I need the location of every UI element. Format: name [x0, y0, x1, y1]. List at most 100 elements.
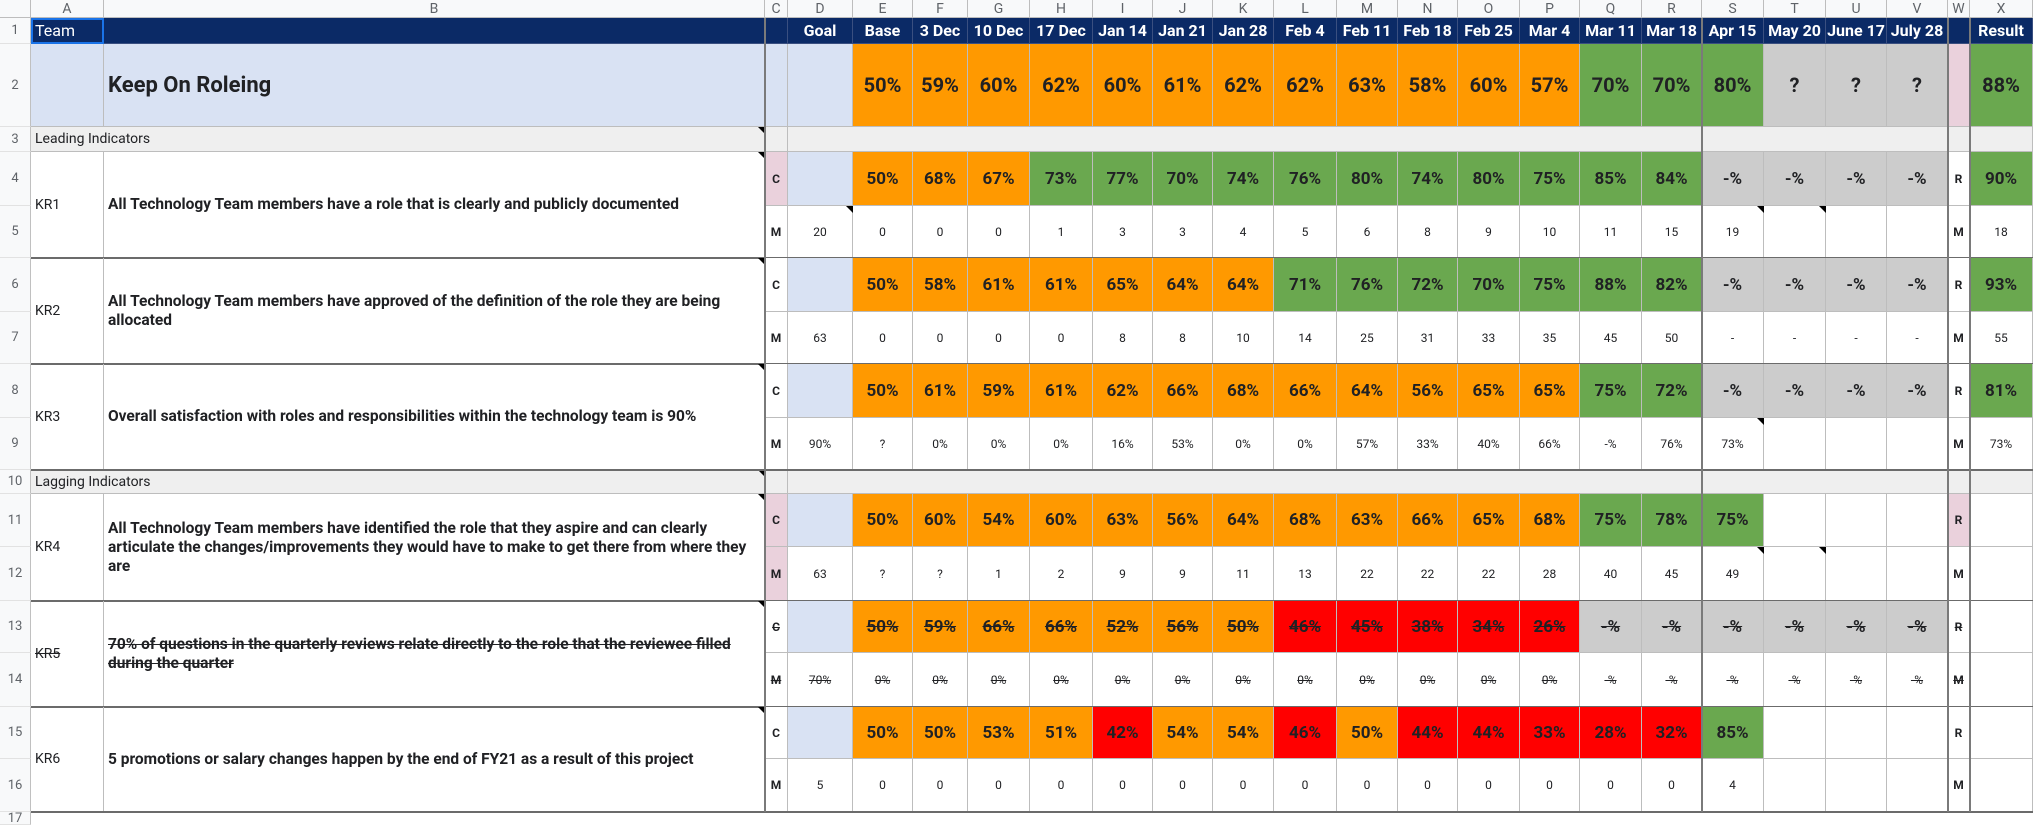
confidence-value[interactable]: -% — [1826, 364, 1887, 418]
goal-value[interactable]: 20 — [788, 206, 853, 258]
measure-value[interactable] — [1887, 547, 1948, 601]
measure-value[interactable] — [1826, 547, 1887, 601]
confidence-value[interactable]: 42% — [1093, 707, 1153, 759]
title-score-cell[interactable]: 59% — [913, 44, 968, 127]
confidence-value[interactable]: 66% — [1030, 601, 1093, 653]
result-measure[interactable]: 18 — [1970, 206, 2033, 258]
r-label[interactable]: R — [1948, 601, 1970, 653]
column-header-U[interactable]: U — [1826, 0, 1887, 18]
measure-value[interactable] — [1826, 206, 1887, 258]
confidence-value[interactable]: -% — [1887, 364, 1948, 418]
row-header-12[interactable]: 12 — [0, 547, 31, 601]
measure-value[interactable]: 9 — [1153, 547, 1213, 601]
confidence-value[interactable] — [1887, 707, 1948, 759]
comment-marker[interactable] — [1819, 206, 1826, 213]
confidence-value[interactable]: 62% — [1093, 364, 1153, 418]
row-header-7[interactable]: 7 — [0, 312, 31, 364]
header-cell[interactable]: 3 Dec — [913, 18, 968, 44]
confidence-value[interactable]: 75% — [1702, 494, 1764, 547]
comment-marker[interactable] — [846, 206, 853, 213]
goal-value[interactable]: 5 — [788, 759, 853, 812]
confidence-value[interactable]: -% — [1702, 258, 1764, 312]
confidence-value[interactable]: -% — [1702, 601, 1764, 653]
confidence-value[interactable]: 70% — [1458, 258, 1520, 312]
measure-value[interactable]: -% — [1764, 653, 1826, 707]
measure-value[interactable]: 35 — [1520, 312, 1580, 364]
comment-marker[interactable] — [1757, 206, 1764, 213]
measure-value[interactable]: 19 — [1702, 206, 1764, 258]
confidence-value[interactable]: 75% — [1580, 494, 1642, 547]
c-label[interactable]: C — [765, 152, 788, 206]
title-result[interactable]: 88% — [1970, 44, 2033, 127]
column-header-V[interactable]: V — [1887, 0, 1948, 18]
comment-marker[interactable] — [1819, 547, 1826, 554]
header-cell[interactable]: Mar 4 — [1520, 18, 1580, 44]
column-header-B[interactable]: B — [104, 0, 765, 18]
title-score-cell[interactable]: 63% — [1337, 44, 1398, 127]
confidence-value[interactable]: 50% — [913, 707, 968, 759]
title-r-cell[interactable] — [1948, 44, 1970, 127]
measure-value[interactable]: 0% — [1398, 653, 1458, 707]
confidence-value[interactable]: 77% — [1093, 152, 1153, 206]
project-title[interactable]: Keep On Roleing — [104, 44, 765, 127]
confidence-value[interactable]: 63% — [1337, 494, 1398, 547]
confidence-value[interactable]: 50% — [853, 707, 913, 759]
measure-value[interactable]: - — [1764, 312, 1826, 364]
column-header-X[interactable]: X — [1970, 0, 2033, 18]
measure-value[interactable]: 8 — [1093, 312, 1153, 364]
confidence-value[interactable]: 54% — [1213, 707, 1274, 759]
confidence-value[interactable]: 74% — [1398, 152, 1458, 206]
column-header-M[interactable]: M — [1337, 0, 1398, 18]
m-label[interactable]: M — [1948, 206, 1970, 258]
confidence-value[interactable]: 59% — [968, 364, 1030, 418]
measure-value[interactable]: 0% — [1213, 418, 1274, 470]
confidence-value[interactable]: -% — [1826, 152, 1887, 206]
measure-value[interactable]: 0% — [913, 418, 968, 470]
title-score-cell[interactable]: ? — [1826, 44, 1887, 127]
title-score-cell[interactable]: 58% — [1398, 44, 1458, 127]
column-header-Q[interactable]: Q — [1580, 0, 1642, 18]
goal-c-cell[interactable] — [788, 152, 853, 206]
c-label[interactable]: C — [765, 258, 788, 312]
measure-value[interactable]: 0% — [968, 418, 1030, 470]
header-cell[interactable]: Feb 25 — [1458, 18, 1520, 44]
confidence-value[interactable]: -% — [1764, 601, 1826, 653]
row-header-5[interactable]: 5 — [0, 206, 31, 258]
confidence-value[interactable]: 50% — [853, 364, 913, 418]
measure-value[interactable]: 0% — [913, 653, 968, 707]
confidence-value[interactable]: -% — [1826, 258, 1887, 312]
confidence-value[interactable]: -% — [1887, 152, 1948, 206]
measure-value[interactable] — [1764, 418, 1826, 470]
kr-description[interactable]: Overall satisfaction with roles and resp… — [104, 364, 765, 470]
confidence-value[interactable]: 73% — [1030, 152, 1093, 206]
m-label[interactable]: M — [765, 418, 788, 470]
confidence-value[interactable]: 64% — [1153, 258, 1213, 312]
confidence-value[interactable]: 85% — [1702, 707, 1764, 759]
confidence-value[interactable]: 44% — [1458, 707, 1520, 759]
result-measure[interactable] — [1970, 759, 2033, 812]
confidence-value[interactable]: 66% — [1398, 494, 1458, 547]
confidence-value[interactable]: -% — [1580, 601, 1642, 653]
confidence-value[interactable]: 72% — [1398, 258, 1458, 312]
header-cell[interactable]: Goal — [788, 18, 853, 44]
confidence-value[interactable]: 76% — [1337, 258, 1398, 312]
m-label[interactable]: M — [765, 547, 788, 601]
confidence-value[interactable]: 56% — [1153, 494, 1213, 547]
confidence-value[interactable]: 68% — [1213, 364, 1274, 418]
confidence-value[interactable]: 64% — [1337, 364, 1398, 418]
goal-c-cell[interactable] — [788, 364, 853, 418]
measure-value[interactable] — [1764, 547, 1826, 601]
confidence-value[interactable]: 76% — [1274, 152, 1337, 206]
c-label[interactable]: C — [765, 364, 788, 418]
confidence-value[interactable]: 46% — [1274, 601, 1337, 653]
confidence-value[interactable]: 50% — [853, 601, 913, 653]
confidence-value[interactable]: 50% — [853, 152, 913, 206]
header-cell[interactable]: Result — [1970, 18, 2033, 44]
confidence-value[interactable]: 33% — [1520, 707, 1580, 759]
header-cell[interactable]: June 17 — [1826, 18, 1887, 44]
title-score-cell[interactable]: 61% — [1153, 44, 1213, 127]
measure-value[interactable]: 16% — [1093, 418, 1153, 470]
m-label[interactable]: M — [765, 759, 788, 812]
column-header-G[interactable]: G — [968, 0, 1030, 18]
measure-value[interactable]: 0 — [968, 759, 1030, 812]
